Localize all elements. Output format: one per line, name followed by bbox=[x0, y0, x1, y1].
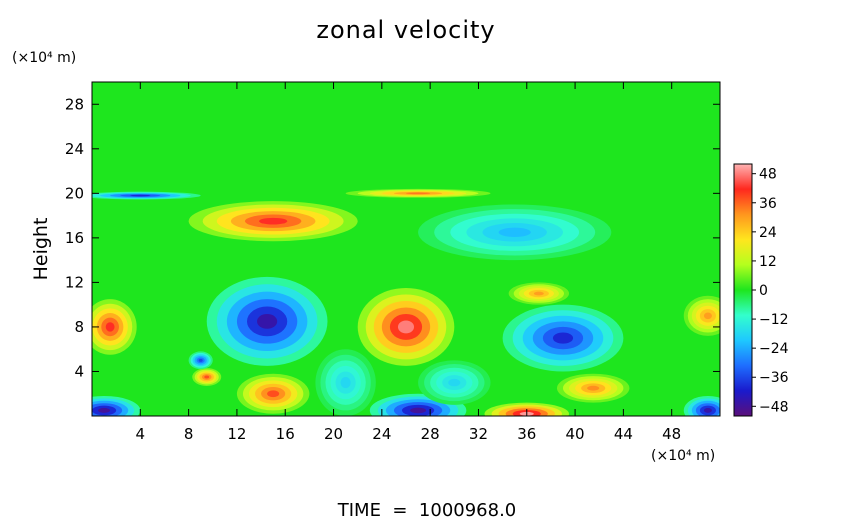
x-tick-label: 28 bbox=[421, 425, 440, 443]
x-tick-label: 36 bbox=[517, 425, 536, 443]
heatmap-feature bbox=[418, 204, 612, 261]
x-tick-label: 44 bbox=[614, 425, 633, 443]
heatmap-feature bbox=[92, 395, 141, 416]
feature-band bbox=[204, 375, 210, 379]
x-tick-label: 8 bbox=[184, 425, 194, 443]
x-tick-label: 40 bbox=[566, 425, 585, 443]
y-tick-label: 4 bbox=[74, 362, 84, 380]
heatmap-feature bbox=[508, 282, 570, 305]
feature-band bbox=[98, 408, 111, 413]
heatmap-feature bbox=[92, 191, 201, 200]
colorbar bbox=[733, 163, 753, 417]
heatmap-feature bbox=[357, 287, 455, 366]
feature-band bbox=[105, 322, 115, 332]
feature-band bbox=[397, 320, 415, 334]
heatmap-feature bbox=[502, 304, 624, 372]
feature-band bbox=[259, 217, 288, 225]
y-tick-label: 16 bbox=[65, 229, 84, 247]
colorbar-ticks: 48 36 24 12 0 −12 −24 −36 −48 bbox=[752, 167, 789, 415]
y-axis-label: Height bbox=[30, 218, 52, 281]
heatmap-features bbox=[92, 188, 720, 416]
colorbar-tick-label: −24 bbox=[759, 341, 789, 357]
colorbar-tick-label: 0 bbox=[759, 283, 768, 299]
colorbar-tick-label: −48 bbox=[759, 399, 789, 415]
feature-band bbox=[130, 194, 151, 197]
colorbar-tick-label: −36 bbox=[759, 370, 789, 386]
heatmap-feature bbox=[188, 201, 358, 242]
feature-band bbox=[587, 385, 600, 391]
feature-band bbox=[406, 192, 431, 195]
x-axis-ticks: 4 8 12 16 20 24 28 32 36 40 44 48 bbox=[136, 82, 681, 443]
y-tick-label: 20 bbox=[65, 184, 84, 202]
x-tick-label: 16 bbox=[276, 425, 295, 443]
feature-band bbox=[257, 313, 278, 329]
time-label: TIME = 1000968.0 bbox=[337, 500, 517, 519]
feature-band bbox=[198, 358, 203, 362]
heatmap-feature bbox=[556, 373, 630, 403]
colorbar-tick-label: 24 bbox=[759, 225, 777, 241]
heatmap-feature bbox=[369, 393, 467, 416]
colorbar-tick-label: 48 bbox=[759, 167, 777, 183]
heatmap-feature bbox=[206, 276, 328, 366]
y-axis-ticks: 4 8 12 16 20 24 28 bbox=[65, 95, 720, 380]
colorbar-tick-label: 36 bbox=[759, 196, 777, 212]
y-tick-label: 12 bbox=[65, 273, 84, 291]
feature-band bbox=[703, 312, 712, 320]
feature-band bbox=[448, 378, 461, 387]
heatmap-feature bbox=[418, 360, 491, 405]
heatmap-field bbox=[92, 82, 720, 416]
heatmap-background bbox=[92, 82, 720, 416]
feature-band bbox=[533, 291, 544, 296]
heatmap-feature bbox=[192, 368, 222, 386]
feature-band bbox=[410, 407, 427, 414]
y-tick-label: 28 bbox=[65, 95, 84, 113]
heatmap-feature bbox=[683, 295, 720, 336]
x-tick-label: 20 bbox=[324, 425, 343, 443]
chart-title: zonal velocity bbox=[316, 16, 495, 44]
y-tick-label: 24 bbox=[65, 140, 84, 158]
feature-band bbox=[340, 377, 351, 389]
heatmap-feature bbox=[345, 188, 491, 198]
colorbar-tick-label: −12 bbox=[759, 312, 789, 328]
x-tick-label: 24 bbox=[372, 425, 391, 443]
feature-band bbox=[703, 408, 712, 413]
x-tick-label: 12 bbox=[227, 425, 246, 443]
y-unit-label: (×10⁴ m) bbox=[12, 50, 76, 66]
heatmap-feature bbox=[188, 351, 213, 370]
feature-band bbox=[498, 227, 531, 237]
heatmap-feature bbox=[236, 373, 310, 414]
colorbar-tick-label: 12 bbox=[759, 254, 777, 270]
heatmap-feature bbox=[92, 299, 137, 355]
plot-frame bbox=[91, 81, 721, 417]
feature-band bbox=[552, 332, 574, 344]
x-tick-label: 48 bbox=[662, 425, 681, 443]
feature-band bbox=[267, 390, 280, 398]
heatmap-feature bbox=[315, 349, 376, 416]
x-tick-label: 4 bbox=[136, 425, 146, 443]
x-unit-label: (×10⁴ m) bbox=[651, 448, 715, 464]
y-tick-label: 8 bbox=[74, 318, 84, 336]
heatmap-feature bbox=[683, 395, 720, 416]
x-tick-label: 32 bbox=[469, 425, 488, 443]
